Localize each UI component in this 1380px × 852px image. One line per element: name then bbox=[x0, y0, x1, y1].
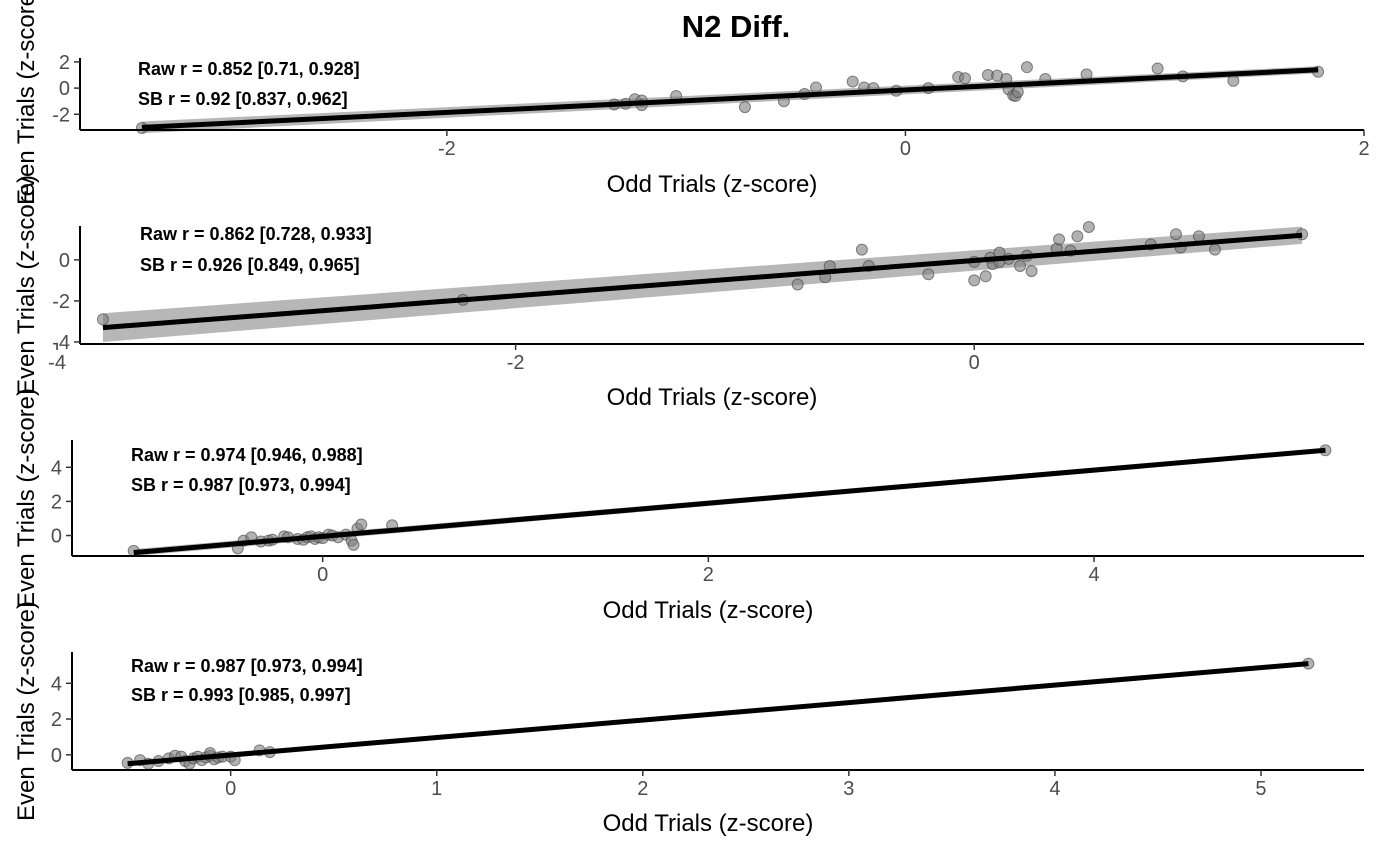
y-axis-title: Even Trials (z-score) bbox=[13, 175, 40, 395]
regression-line bbox=[127, 661, 1309, 767]
panel-3: 0 2 4 0 2 4 Odd Trials (z-score) Even Trials (z… bbox=[13, 388, 1364, 624]
data-point bbox=[1169, 228, 1182, 241]
data-point bbox=[922, 268, 935, 281]
y-tick-label: 0 bbox=[59, 250, 70, 272]
data-point bbox=[96, 313, 109, 326]
regression-line bbox=[133, 447, 1326, 556]
x-tick-label: -2 bbox=[438, 138, 456, 160]
sb-r-annotation: SB r = 0.987 [0.973, 0.994] bbox=[131, 475, 351, 495]
x-tick-label: -2 bbox=[507, 352, 525, 374]
x-axis-title: Odd Trials (z-score) bbox=[607, 384, 818, 411]
sb-r-annotation: SB r = 0.926 [0.849, 0.965] bbox=[140, 255, 360, 275]
data-point bbox=[347, 538, 360, 551]
y-tick-label: 4 bbox=[51, 673, 62, 695]
x-tick-label: 4 bbox=[1049, 778, 1060, 800]
data-point bbox=[738, 101, 751, 114]
data-point bbox=[1011, 86, 1024, 99]
x-tick-label: 4 bbox=[1088, 564, 1099, 586]
sb-r-annotation: SB r = 0.993 [0.985, 0.997] bbox=[131, 685, 351, 705]
x-tick-label: -4 bbox=[48, 352, 66, 374]
panel-2: -4 -2 0 -4 -2 0 Odd Trials (z-score) Even Trial… bbox=[13, 175, 1364, 411]
y-axis-title: Even Trials (z-score) bbox=[13, 0, 40, 205]
x-tick-label: 2 bbox=[637, 778, 648, 800]
x-tick-label: 2 bbox=[1358, 138, 1369, 160]
panel-4: 0 1 2 3 4 5 0 2 4 Odd Trials (z-score) Even Trials… bbox=[13, 601, 1364, 837]
y-tick-label: -2 bbox=[52, 291, 70, 313]
x-tick-label: 0 bbox=[225, 778, 236, 800]
data-point bbox=[1020, 61, 1033, 74]
x-tick-label: 1 bbox=[431, 778, 442, 800]
data-point bbox=[1208, 243, 1221, 256]
data-point bbox=[1227, 74, 1240, 87]
data-point bbox=[1071, 230, 1084, 243]
y-tick-label: 2 bbox=[51, 709, 62, 731]
data-point bbox=[1025, 265, 1038, 278]
data-point bbox=[968, 274, 981, 287]
y-tick-label: -4 bbox=[52, 332, 70, 354]
y-tick-label: 2 bbox=[51, 491, 62, 513]
y-tick-label: 0 bbox=[51, 745, 62, 767]
raw-r-annotation: Raw r = 0.852 [0.71, 0.928] bbox=[138, 59, 360, 79]
x-axis-title: Odd Trials (z-score) bbox=[603, 810, 814, 837]
raw-r-annotation: Raw r = 0.987 [0.973, 0.994] bbox=[131, 656, 363, 676]
data-point bbox=[855, 243, 868, 256]
y-tick-label: -2 bbox=[52, 104, 70, 126]
x-tick-label: 0 bbox=[969, 352, 980, 374]
data-point bbox=[846, 75, 859, 88]
y-tick-label: 0 bbox=[51, 526, 62, 548]
x-tick-label: 2 bbox=[703, 564, 714, 586]
data-point bbox=[1082, 221, 1095, 234]
y-tick-label: 4 bbox=[51, 457, 62, 479]
raw-r-annotation: Raw r = 0.862 [0.728, 0.933] bbox=[140, 224, 372, 244]
regression-line bbox=[102, 232, 1303, 331]
regression-line bbox=[141, 67, 1319, 130]
x-axis-title: Odd Trials (z-score) bbox=[603, 597, 814, 624]
x-tick-label: 5 bbox=[1255, 778, 1266, 800]
raw-r-annotation: Raw r = 0.974 [0.946, 0.988] bbox=[131, 445, 363, 465]
data-point bbox=[979, 270, 992, 283]
data-point bbox=[355, 518, 368, 531]
data-point bbox=[1192, 230, 1205, 243]
data-point bbox=[1014, 260, 1027, 273]
data-point bbox=[1080, 68, 1093, 81]
y-tick-label: 2 bbox=[59, 52, 70, 74]
chart-title: N2 Diff. bbox=[682, 9, 791, 44]
x-tick-label: 0 bbox=[317, 564, 328, 586]
data-point bbox=[1053, 233, 1066, 246]
y-tick-label: 0 bbox=[59, 78, 70, 100]
sb-r-annotation: SB r = 0.92 [0.837, 0.962] bbox=[138, 89, 348, 109]
data-point bbox=[791, 278, 804, 291]
data-point bbox=[959, 72, 972, 85]
y-axis-title: Even Trials (z-score) bbox=[13, 601, 40, 821]
y-axis-title: Even Trials (z-score) bbox=[13, 388, 40, 608]
data-point bbox=[1151, 62, 1164, 75]
panel-1: -2 0 2 -2 0 2 Odd Trials (z-score) Even Trials … bbox=[13, 0, 1370, 205]
data-point bbox=[810, 81, 823, 94]
x-tick-label: 0 bbox=[900, 138, 911, 160]
x-tick-label: 3 bbox=[843, 778, 854, 800]
x-axis-title: Odd Trials (z-score) bbox=[607, 171, 818, 198]
